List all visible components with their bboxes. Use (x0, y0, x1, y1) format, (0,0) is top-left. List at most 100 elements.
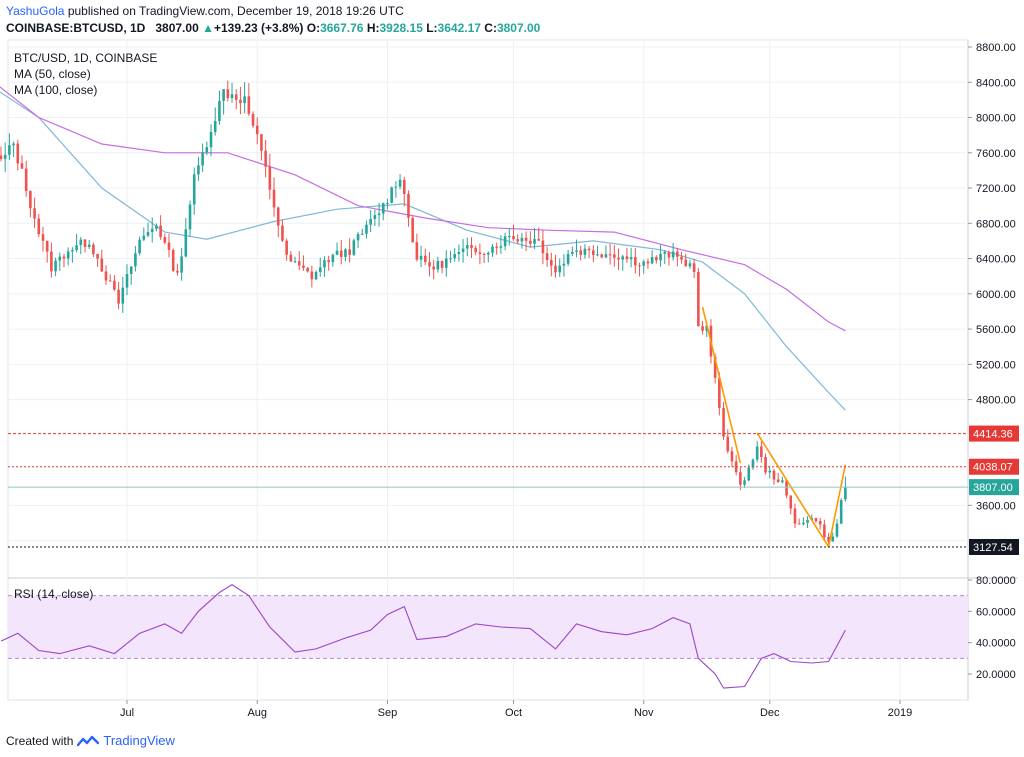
candle[interactable] (802, 517, 805, 526)
candle[interactable] (75, 233, 78, 253)
candle[interactable] (339, 239, 343, 265)
candle[interactable] (478, 243, 482, 265)
candle[interactable] (113, 275, 116, 291)
candle[interactable] (839, 498, 843, 525)
candle[interactable] (667, 250, 671, 266)
candle[interactable] (537, 227, 541, 241)
candle[interactable] (474, 245, 477, 256)
candle[interactable] (596, 245, 599, 257)
candle[interactable] (621, 254, 625, 271)
candle[interactable] (680, 251, 683, 264)
candle[interactable] (423, 248, 427, 266)
candle[interactable] (768, 466, 772, 479)
candle[interactable] (142, 227, 146, 241)
tradingview-brand-link[interactable]: TradingView (103, 733, 175, 748)
candle[interactable] (71, 247, 74, 263)
candle[interactable] (755, 440, 759, 463)
candle[interactable] (125, 264, 129, 296)
candle[interactable] (226, 80, 230, 102)
candle[interactable] (276, 206, 280, 238)
candle[interactable] (331, 253, 335, 267)
candle[interactable] (171, 248, 175, 273)
candle[interactable] (92, 242, 95, 257)
candle[interactable] (87, 240, 91, 249)
trendlines[interactable] (701, 306, 847, 548)
candle[interactable] (482, 252, 486, 264)
candle[interactable] (655, 255, 658, 264)
candle[interactable] (642, 259, 646, 274)
candle[interactable] (281, 220, 284, 242)
candle[interactable] (600, 253, 604, 258)
candle[interactable] (730, 447, 734, 467)
candle[interactable] (646, 258, 650, 269)
candle[interactable] (24, 160, 28, 197)
candle[interactable] (163, 233, 167, 245)
candle[interactable] (37, 214, 41, 238)
candle[interactable] (558, 258, 562, 277)
candle[interactable] (827, 532, 830, 545)
candle[interactable] (743, 477, 746, 488)
candle[interactable] (516, 234, 520, 245)
candle[interactable] (659, 244, 662, 267)
candle[interactable] (676, 248, 679, 267)
candle[interactable] (62, 253, 66, 268)
candle[interactable] (436, 256, 440, 273)
candle[interactable] (629, 247, 633, 268)
candle[interactable] (323, 256, 326, 277)
candle[interactable] (205, 141, 209, 156)
candle[interactable] (583, 244, 587, 259)
candle[interactable] (499, 235, 503, 254)
candle[interactable] (146, 222, 150, 238)
candle[interactable] (100, 249, 104, 272)
candle[interactable] (79, 237, 83, 255)
candle[interactable] (268, 153, 272, 200)
candle[interactable] (785, 479, 788, 499)
candle[interactable] (411, 216, 414, 243)
trendline[interactable] (827, 464, 847, 547)
candle[interactable] (314, 270, 318, 281)
candle[interactable] (369, 210, 372, 233)
candle[interactable] (45, 240, 49, 263)
candles[interactable] (0, 80, 847, 545)
candle[interactable] (625, 247, 629, 264)
candle[interactable] (365, 220, 368, 239)
candle[interactable] (218, 90, 221, 125)
candle[interactable] (96, 253, 99, 267)
candle[interactable] (390, 186, 393, 204)
candle[interactable] (239, 86, 242, 115)
author-link[interactable]: YashuGola (6, 4, 65, 18)
candle[interactable] (617, 248, 620, 270)
candle[interactable] (251, 111, 255, 129)
candle[interactable] (512, 224, 515, 241)
candle[interactable] (197, 156, 200, 181)
candle[interactable] (306, 267, 309, 273)
candle[interactable] (587, 245, 591, 259)
candle[interactable] (503, 232, 507, 251)
candle[interactable] (533, 228, 536, 249)
candle[interactable] (507, 228, 511, 246)
candle[interactable] (781, 476, 784, 484)
candle[interactable] (289, 251, 293, 262)
candle[interactable] (33, 197, 36, 229)
candle[interactable] (671, 242, 675, 261)
candle[interactable] (356, 231, 360, 249)
candle[interactable] (772, 468, 776, 485)
candle[interactable] (760, 440, 763, 463)
candle[interactable] (831, 532, 835, 542)
candle[interactable] (0, 146, 3, 162)
candle[interactable] (402, 176, 406, 207)
candle[interactable] (415, 233, 419, 262)
candle[interactable] (327, 255, 330, 271)
candle[interactable] (381, 202, 385, 221)
candle[interactable] (688, 259, 692, 269)
candle[interactable] (634, 247, 637, 274)
candle[interactable] (348, 238, 351, 263)
candle[interactable] (104, 265, 108, 285)
candle[interactable] (209, 124, 213, 157)
candle[interactable] (66, 247, 70, 266)
candle[interactable] (751, 458, 755, 470)
candle[interactable] (684, 253, 688, 267)
candle[interactable] (608, 244, 612, 265)
candle[interactable] (592, 245, 595, 263)
